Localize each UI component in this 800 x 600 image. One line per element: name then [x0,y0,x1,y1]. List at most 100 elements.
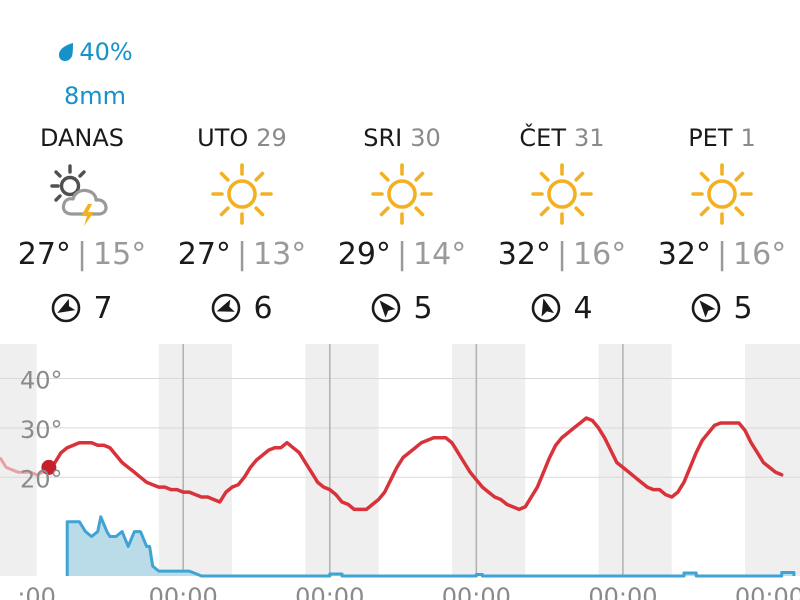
temperature-range: 27° | 13° [167,232,317,278]
wind-direction-icon [212,293,241,323]
day-name: SRI [363,124,403,152]
wind-speed: 7 [93,290,113,326]
sun-ray [379,171,390,182]
wind-indicator: 4 [487,288,637,328]
wind-direction-icon [52,293,81,323]
sun-ray [574,171,585,182]
temperature-high: 27° [17,237,71,272]
day-date: 1 [740,124,756,152]
temperature-low: 16° [733,237,787,272]
day-date: 31 [574,124,605,152]
wind-indicator: 6 [167,288,317,328]
wind-indicator: 7 [7,288,157,328]
day-column-today[interactable]: DANAS 27° | 15° [7,120,157,328]
day-date: 30 [410,124,441,152]
precipitation-line [65,515,796,578]
night-band [598,344,672,576]
sun-disc [707,179,737,209]
temperature-separator: | [396,237,408,272]
sun-icon [531,163,593,225]
day-header: DANAS [7,120,157,156]
wind-speed: 6 [253,290,273,326]
sun-rays [371,163,433,225]
temperature-high: 32° [497,237,551,272]
day-header: PET 1 [647,120,797,156]
wind-speed: 4 [573,290,593,326]
sun-ray [734,206,745,217]
sun-ray [414,206,425,217]
wind-indicator: 5 [327,288,477,328]
x-tick-label: :00 [17,583,56,600]
sun-ray [254,206,265,217]
sun-ray [254,171,265,182]
sun-disc [227,179,257,209]
daily-forecast: DANAS 27° | 15° [0,120,800,340]
x-tick-label: 00:00 [149,583,218,600]
night-band [0,344,37,576]
temperature-separator: | [716,237,728,272]
sun-icon [691,163,753,225]
precipitation-probability-value: 40% [79,38,133,66]
sun-disc [547,179,577,209]
x-axis-labels: :00 00:00 00:00 00:00 00:00 00:00 [17,583,800,600]
sun-icon [371,163,433,225]
day-name: DANAS [39,124,125,152]
y-tick-label: 30° [20,416,63,444]
night-band [745,344,800,576]
day-name: ČET [519,124,567,152]
temperature-low: 16° [573,237,627,272]
wind-direction-icon [532,293,561,323]
temperature-separator: | [236,237,248,272]
sun-rays [211,163,273,225]
day-column-pet[interactable]: PET 1 32° | 16° 5 [647,120,797,328]
precipitation-area [67,516,794,576]
sun-ray [379,206,390,217]
temperature-high: 32° [657,237,711,272]
wind-speed: 5 [413,290,433,326]
y-tick-label: 20° [20,465,63,493]
hourly-forecast-chart[interactable]: 40° 30° 20°:00 00:00 00:00 00:00 00:00 00:00 [0,344,800,600]
x-tick-label: 00:00 [295,583,364,600]
sun-cloud-lightning-icon [50,164,108,226]
y-tick-label: 40° [20,367,63,395]
day-name: PET [688,124,733,152]
sun-ray [539,171,550,182]
temperature-separator: | [76,237,88,272]
day-header: ČET 31 [487,120,637,156]
midnight-lines [182,344,624,576]
day-name: UTO [197,124,249,152]
temperature-range: 27° | 15° [7,232,157,278]
sun-ray [734,171,745,182]
day-column-cet[interactable]: ČET 31 32° | 16° 4 [487,120,637,328]
x-tick-label: 00:00 [588,583,657,600]
day-header: UTO 29 [167,120,317,156]
temperature-separator: | [556,237,568,272]
temperature-low: 14° [413,237,467,272]
day-column-sri[interactable]: SRI 30 29° | 14° 5 [327,120,477,328]
temperature-low: 15° [93,237,147,272]
night-band [158,344,233,576]
sun-ray [219,206,230,217]
sun-ray [574,206,585,217]
wind-indicator: 5 [647,288,797,328]
sun-ray [219,171,230,182]
grid-lines [0,378,800,478]
current-time-marker [41,459,57,475]
day-header: SRI 30 [327,120,477,156]
sun-rays [531,163,593,225]
sun-rays [691,163,753,225]
wind-direction-icon [692,293,721,323]
raindrop-icon [59,43,74,61]
wind-direction-icon [372,293,401,323]
temperature-high: 27° [177,237,231,272]
night-bands [0,344,800,576]
past-temperature-line [0,456,50,477]
temperature-low: 13° [253,237,307,272]
y-axis-labels: 40° 30° 20° [20,367,63,494]
precipitation-probability: 40% [40,36,150,68]
temperature-range: 29° | 14° [327,232,477,278]
temperature-line [47,416,784,512]
temperature-high: 29° [337,237,391,272]
day-column-uto[interactable]: UTO 29 27° | 13° 6 [167,120,317,328]
sun-disc [387,179,417,209]
